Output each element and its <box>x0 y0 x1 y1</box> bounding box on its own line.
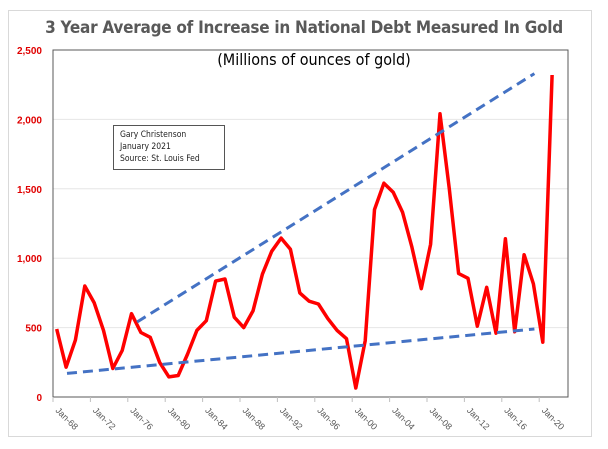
x-tick-label: Jan-16 <box>502 405 529 432</box>
upper-trendline <box>136 72 536 324</box>
y-tick-label: 500 <box>25 324 42 335</box>
lower-trendline <box>66 327 535 375</box>
y-tick-label: 2,000 <box>17 115 42 126</box>
y-tick-label: 1,000 <box>17 254 42 265</box>
x-tick-label: Jan-72 <box>91 405 118 432</box>
y-tick-label: 1,500 <box>17 185 42 196</box>
source-annotation-box: Gary Christenson January 2021 Source: St… <box>113 125 225 170</box>
annotation-date: January 2021 <box>120 142 171 152</box>
chart-title: 3 Year Average of Increase in National D… <box>45 18 563 38</box>
x-tick-label: Jan-08 <box>428 405 455 432</box>
debt-gold-line <box>55 74 554 390</box>
x-tick-label: Jan-96 <box>315 405 342 432</box>
y-tick-label: 0 <box>36 393 42 404</box>
plot-area-border <box>52 49 569 398</box>
x-tick-label: Jan-20 <box>540 405 567 432</box>
y-tick-label: 2,500 <box>17 46 42 57</box>
chart-subtitle: (Millions of ounces of gold) <box>217 50 411 69</box>
x-tick-label: Jan-80 <box>166 405 193 432</box>
x-tick-label: Jan-68 <box>54 405 81 432</box>
x-tick-label: Jan-12 <box>465 405 492 432</box>
annotation-author: Gary Christenson <box>120 130 187 140</box>
x-tick-label: Jan-88 <box>241 405 268 432</box>
x-tick-label: Jan-00 <box>353 405 380 432</box>
chart-frame <box>8 10 592 437</box>
x-tick-label: Jan-04 <box>390 405 417 432</box>
x-tick-label: Jan-92 <box>278 405 305 432</box>
x-tick-label: Jan-84 <box>203 405 230 432</box>
x-tick-label: Jan-76 <box>128 405 155 432</box>
annotation-source: Source: St. Louis Fed <box>120 154 200 164</box>
